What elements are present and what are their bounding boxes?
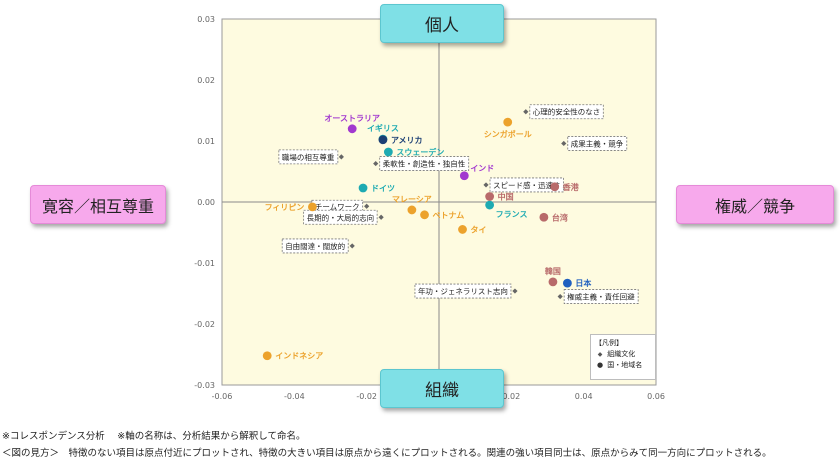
x-tick-label: 0.06 [647,392,665,401]
attribute-label-box [281,238,349,254]
y-tick-label: 0.01 [197,137,215,146]
y-tick-label: -0.02 [194,320,215,329]
country-label: 日本 [575,278,591,288]
country-label: オーストラリア [324,114,380,123]
axes [222,19,656,385]
attribute-label-box [489,177,564,193]
x-tick-label: 0.02 [502,392,520,401]
x-tick-label: -0.04 [284,392,305,401]
country-point [550,182,560,192]
legend-label-attribute: 組織文化 [607,350,636,358]
legend-item-attribute: ◆ 組織文化 [595,349,651,360]
country-label: ドイツ [371,184,395,193]
country-label: 台湾 [552,212,568,222]
correspondence-chart: -0.06-0.04-0.0200.020.040.060.030.020.01… [194,15,665,401]
attribute-label: 心理的安全性のなさ [533,107,601,117]
attribute-label: 柔軟性・創造性・独自性 [383,159,466,169]
attribute-label-box [529,104,604,120]
attribute-points: 心理的安全性のなさ成果主義・競争職場の相互尊重柔軟性・創造性・独自性スピード感・… [278,104,639,304]
diamond-icon: ◆ [597,351,603,358]
x-tick-label: 0.04 [575,392,593,401]
attribute-marker [523,109,529,115]
legend: 【凡例】 ◆ 組織文化 ● 国・地域名 [590,334,656,380]
country-label: ベトナム [433,211,465,220]
attribute-marker [338,154,344,160]
country-point [485,192,495,201]
axis-label-bottom: 組織 [380,369,504,408]
attribute-label-box [278,149,339,165]
attribute-label: 年功・ジェネラリスト志向 [418,286,508,296]
country-point [308,202,317,212]
legend-item-country: ● 国・地域名 [595,360,651,371]
legend-title: 【凡例】 [595,339,623,347]
country-label: インド [470,164,494,173]
y-tick-label: -0.01 [194,259,215,268]
y-tick-label: 0.02 [197,76,215,85]
country-label: インドネシア [275,351,323,361]
axis-label-right: 権威／競争 [676,185,834,224]
attribute-label-box [563,289,639,304]
country-point [420,210,429,220]
country-point [562,278,572,288]
country-label: タイ [471,224,487,234]
x-tick-label: -0.02 [356,392,377,401]
country-point [458,225,467,234]
attribute-marker [373,160,379,167]
attribute-label: スピード感・迅速さ [493,180,561,190]
axis-label-left: 寛容／相互尊重 [30,185,166,224]
attribute-label-box [567,136,628,151]
country-label: フランス [496,210,528,219]
attribute-label: 権威主義・責任回避 [567,292,635,302]
country-point [347,124,357,134]
country-label: アメリカ [391,136,423,145]
country-point [548,277,558,287]
y-tick-label: 0.00 [197,198,215,207]
axis-label-top: 個人 [380,4,504,43]
country-label: イギリス [367,123,399,133]
tick-labels: -0.06-0.04-0.0200.020.040.060.030.020.01… [194,15,665,401]
attribute-label: 長期的・大局的志向 [307,212,375,222]
attribute-marker [364,203,370,209]
country-label: シンガポール [484,129,532,139]
attribute-marker [378,214,384,220]
attribute-marker [557,293,563,300]
country-point [262,351,272,361]
attribute-marker [349,243,355,249]
country-point [539,212,549,222]
attribute-label: 成果主義・競争 [571,138,624,148]
attribute-label: 職場の相互尊重 [282,152,335,162]
footnote-method: ※コレスポンデンス分析 ※軸の名称は、分析結果から解釈して命名。 [2,431,306,442]
attribute-marker [512,288,518,294]
attribute-marker [483,182,489,188]
country-label: 韓国 [545,266,561,276]
country-point [378,135,388,145]
country-point [485,200,495,210]
attribute-label-box [303,209,378,225]
y-tick-label: 0.03 [197,15,215,24]
country-point [383,147,393,157]
y-tick-label: -0.03 [194,381,215,390]
country-point [503,117,513,127]
attribute-label: 自由闊達・闊放的 [285,241,345,251]
country-label: フィリピン [265,202,305,212]
country-label: 香港 [562,182,580,192]
footnote-howto: ＜図の見方＞ 特徴のない項目は原点付近にプロットされ、特徴の大きい項目は原点から… [2,448,772,459]
attribute-marker [561,140,567,147]
country-label: 中国 [498,192,514,202]
country-label: スウェーデン [396,147,444,157]
country-point [358,183,368,193]
country-point [407,205,417,215]
legend-label-country: 国・地域名 [607,361,643,369]
dot-icon: ● [596,361,604,369]
attribute-label-box [414,283,512,299]
country-label: マレーシア [392,195,432,204]
country-point [459,171,469,181]
x-tick-label: -0.06 [212,392,233,401]
attribute-label-box [379,156,470,171]
attribute-label: チームワーク [315,202,360,211]
